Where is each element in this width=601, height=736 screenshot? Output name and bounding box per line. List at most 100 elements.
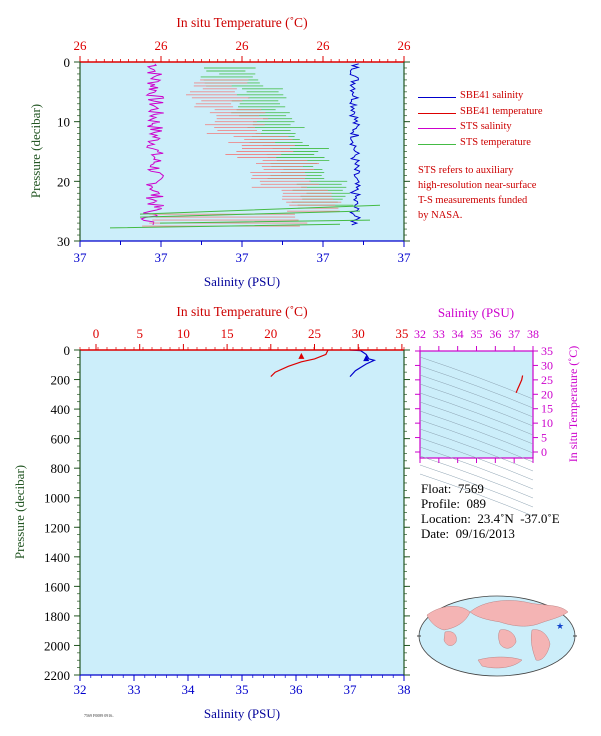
bottom-temp-tick-label: 15: [221, 326, 234, 341]
top-pressure-tick-label: 0: [64, 55, 71, 70]
top-sal-tick-label: 37: [74, 250, 88, 265]
bottom-pressure-tick-label: 1600: [44, 579, 70, 594]
top-ticks: 26 26 26 26 26 37 37 37 37 37 0 10 20 30: [57, 38, 411, 265]
note-line: high-resolution near-surface: [418, 180, 537, 191]
sbe41-salinity-line: [348, 63, 362, 226]
bottom-sal-tick-label: 36: [290, 682, 304, 697]
top-temp-tick-label: 26: [155, 38, 169, 53]
legend-swatch: [418, 143, 456, 145]
top-sal-tick-label: 37: [155, 250, 169, 265]
top-pressure-tick-label: 10: [57, 115, 70, 130]
isopycnal-line: [419, 419, 534, 463]
isopycnal-line: [419, 401, 534, 445]
sts-temperature-secondary-line: [142, 79, 342, 227]
isopycnal-line: [419, 437, 534, 481]
bottom-pressure-tick-label: 1800: [44, 609, 70, 624]
note-line: STS refers to auxiliary: [418, 165, 514, 176]
bottom-sal-tick-label: 32: [74, 682, 87, 697]
ts-temp-tick-label: 20: [541, 387, 553, 401]
legend-label: SBE41 salinity: [460, 90, 524, 101]
sbe41-salinity-profile: [349, 349, 377, 378]
legend-swatch: [418, 128, 456, 129]
bottom-ticks: 0 5 10 15 20 25 30 35 32 33 34 35 36 37 38 0 200 400 600 80…: [44, 326, 411, 697]
bottom-pressure-tick-label: 800: [51, 461, 71, 476]
isopycnal-line: [419, 410, 534, 454]
top-sal-tick-label: 37: [236, 250, 250, 265]
top-temp-tick-label: 26: [236, 38, 250, 53]
top-temperature-title: In situ Temperature (˚C): [176, 15, 307, 30]
top-chart: 26 26 26 26 26 37 37 37 37 37 0 10 20 30 In situ Temp…: [28, 15, 411, 289]
ts-sal-tick-label: 33: [433, 327, 445, 341]
isopycnal-line: [419, 356, 534, 400]
bottom-salinity-label: Salinity (PSU): [204, 706, 280, 721]
isopycnal-line: [419, 383, 534, 427]
salinity-marker: [363, 355, 370, 362]
isopycnal-line: [419, 374, 534, 418]
bottom-sal-tick-label: 34: [182, 682, 196, 697]
isopycnal-line: [419, 464, 534, 508]
sbe41-temperature-profile: [270, 349, 329, 378]
ts-temp-tick-label: 5: [541, 431, 547, 445]
legend-label: STS salinity: [460, 121, 512, 132]
legend-label: SBE41 temperature: [460, 105, 543, 117]
bottom-pressure-tick-label: 1200: [44, 520, 70, 535]
bottom-pressure-tick-label: 2000: [44, 638, 70, 653]
legend-swatch: [418, 112, 456, 114]
bottom-pressure-tick-label: 600: [51, 432, 71, 447]
ts-sal-tick-label: 37: [508, 327, 520, 341]
bottom-sal-tick-label: 38: [398, 682, 411, 697]
bottom-chart: 0 5 10 15 20 25 30 35 32 33 34 35 36 37 38 0 200 400 600 80…: [12, 304, 411, 721]
bottom-pressure-tick-label: 1400: [44, 550, 70, 565]
float-location-marker: ★: [556, 621, 564, 631]
top-temp-tick-label: 26: [317, 38, 331, 53]
note-line: by NASA.: [418, 210, 463, 221]
world-map: ★: [417, 595, 577, 677]
ts-temperature-label: In situ Temperature (˚C): [566, 346, 580, 463]
bottom-temp-tick-label: 35: [395, 326, 408, 341]
sts-note: STS refers to auxiliary high-resolution …: [418, 163, 536, 223]
sts-crossing-lines: [109, 204, 381, 229]
legend-swatch: [418, 97, 456, 98]
bottom-pressure-tick-label: 2200: [44, 668, 70, 683]
bottom-temperature-title: In situ Temperature (˚C): [176, 304, 307, 319]
ts-temp-tick-label: 15: [541, 402, 553, 416]
top-temp-tick-label: 26: [74, 38, 88, 53]
isopycnal-line: [419, 428, 534, 472]
ts-temp-tick-label: 25: [541, 373, 553, 387]
ts-sal-tick-label: 36: [489, 327, 501, 341]
bottom-pressure-tick-label: 0: [64, 343, 71, 358]
bottom-profiles: [270, 349, 377, 378]
bottom-plot-area: [80, 350, 404, 675]
ts-sal-tick-label: 35: [471, 327, 483, 341]
top-pressure-tick-label: 30: [57, 234, 70, 249]
ts-sal-tick-label: 32: [414, 327, 426, 341]
isopycnal-line: [419, 473, 534, 517]
float-number: Float: 7569: [421, 481, 484, 496]
float-info: Float: 7569 Profile: 089 Location: 23.4˚…: [421, 481, 560, 541]
ts-temp-tick-label: 0: [541, 445, 547, 459]
top-salinity-label: Salinity (PSU): [204, 274, 280, 289]
bottom-sal-tick-label: 35: [236, 682, 249, 697]
ts-isopycnals: [419, 356, 534, 517]
bottom-temp-tick-label: 5: [136, 326, 143, 341]
legend-label: STS temperature: [460, 136, 531, 148]
fine-print: 7569 F0089 0916..: [84, 713, 114, 718]
bottom-sal-tick-label: 33: [128, 682, 141, 697]
ts-plot-area: [419, 350, 534, 459]
isopycnal-line: [419, 446, 534, 490]
bottom-pressure-tick-label: 1000: [44, 491, 70, 506]
ts-curve: [515, 375, 524, 394]
bottom-temp-tick-label: 30: [352, 326, 365, 341]
bottom-sal-tick-label: 37: [344, 682, 358, 697]
bottom-pressure-label: Pressure (decibar): [12, 465, 27, 559]
bottom-temp-tick-label: 10: [177, 326, 190, 341]
bottom-pressure-tick-label: 200: [51, 373, 71, 388]
top-pressure-label: Pressure (decibar): [28, 104, 43, 198]
bottom-temp-tick-label: 25: [308, 326, 321, 341]
note-line: T-S measurements funded: [418, 195, 528, 206]
float-location: Location: 23.4˚N -37.0˚E: [421, 511, 560, 526]
bottom-pressure-tick-label: 400: [51, 402, 71, 417]
